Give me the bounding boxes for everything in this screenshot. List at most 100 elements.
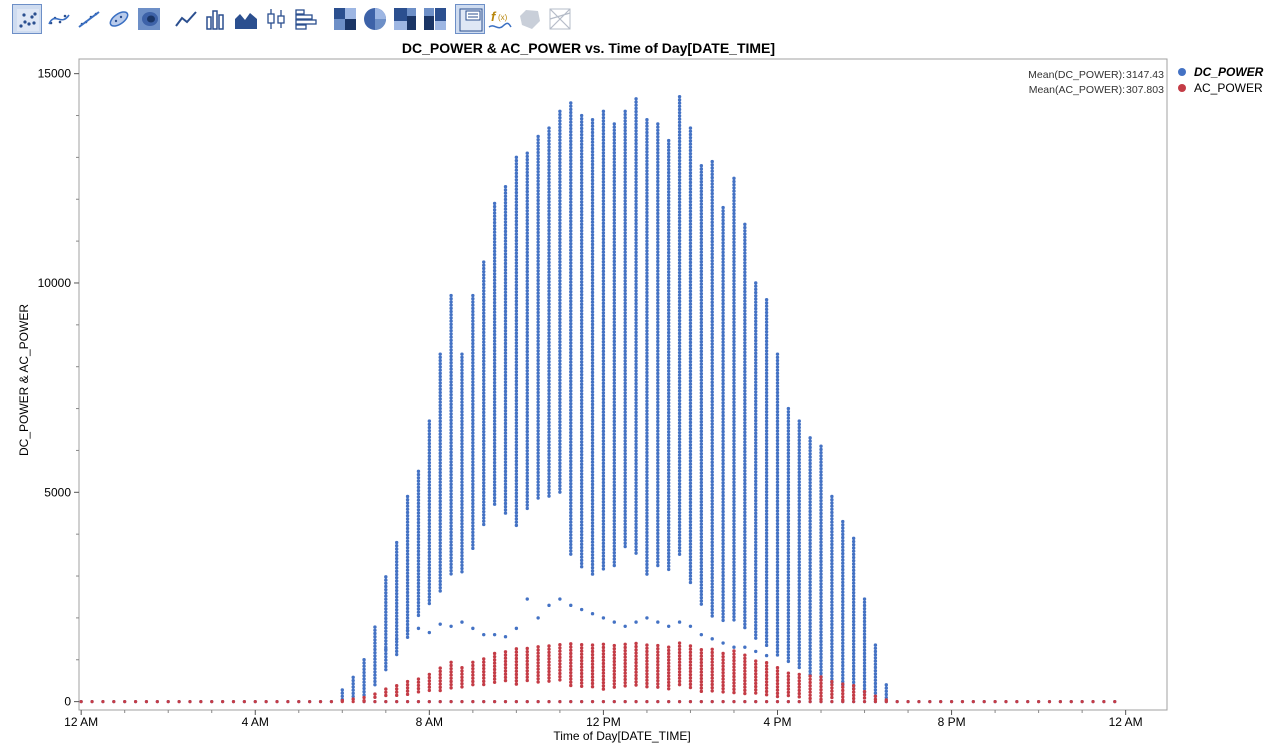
dc-power-point[interactable] — [591, 476, 594, 479]
dc-power-point[interactable] — [482, 302, 485, 305]
dc-power-point[interactable] — [732, 324, 735, 327]
dc-power-point[interactable] — [613, 551, 616, 554]
dc-power-point[interactable] — [591, 432, 594, 435]
dc-power-point[interactable] — [504, 207, 507, 210]
dc-power-point[interactable] — [732, 193, 735, 196]
dc-power-point[interactable] — [526, 235, 529, 238]
dc-power-point[interactable] — [634, 436, 637, 439]
dc-power-point[interactable] — [765, 452, 768, 455]
dc-power-point[interactable] — [645, 256, 648, 259]
dc-power-point[interactable] — [536, 151, 539, 154]
dc-power-point[interactable] — [515, 178, 518, 181]
dc-power-point[interactable] — [852, 610, 855, 613]
dc-power-point[interactable] — [667, 344, 670, 347]
ac-power-point[interactable] — [754, 700, 757, 703]
dc-power-point[interactable] — [460, 474, 463, 477]
dc-power-point[interactable] — [798, 538, 801, 541]
dc-power-point[interactable] — [384, 655, 387, 658]
dc-power-point[interactable] — [417, 569, 420, 572]
dc-power-point[interactable] — [623, 535, 626, 538]
dc-power-point[interactable] — [656, 125, 659, 128]
dc-power-point[interactable] — [743, 603, 746, 606]
dc-power-point[interactable] — [689, 398, 692, 401]
dc-power-point[interactable] — [787, 583, 790, 586]
dc-power-point[interactable] — [558, 244, 561, 247]
dc-power-point[interactable] — [449, 537, 452, 540]
dc-power-point[interactable] — [678, 473, 681, 476]
dc-power-point[interactable] — [547, 248, 550, 251]
dc-power-point[interactable] — [536, 452, 539, 455]
dc-power-point[interactable] — [613, 282, 616, 285]
dc-power-point[interactable] — [732, 529, 735, 532]
dc-power-point[interactable] — [623, 417, 626, 420]
dc-power-point[interactable] — [580, 546, 583, 549]
dc-power-point[interactable] — [613, 458, 616, 461]
dc-power-point[interactable] — [721, 478, 724, 481]
dc-power-point[interactable] — [711, 569, 714, 572]
dc-power-point[interactable] — [645, 227, 648, 230]
dc-power-point[interactable] — [645, 502, 648, 505]
dc-power-point[interactable] — [471, 316, 474, 319]
dc-power-point[interactable] — [602, 513, 605, 516]
dc-power-point[interactable] — [580, 370, 583, 373]
dc-power-point[interactable] — [526, 295, 529, 298]
dc-power-point[interactable] — [711, 592, 714, 595]
dc-power-point[interactable] — [536, 295, 539, 298]
dc-power-point[interactable] — [504, 351, 507, 354]
dc-power-point[interactable] — [711, 477, 714, 480]
dc-power-point[interactable] — [439, 528, 442, 531]
dc-power-point[interactable] — [493, 432, 496, 435]
dc-power-point[interactable] — [602, 222, 605, 225]
dc-power-point[interactable] — [852, 559, 855, 562]
dc-power-point[interactable] — [732, 263, 735, 266]
dc-power-point[interactable] — [493, 464, 496, 467]
dc-power-point[interactable] — [558, 318, 561, 321]
dc-power-point[interactable] — [623, 362, 626, 365]
dc-power-point[interactable] — [428, 419, 431, 422]
dc-power-point[interactable] — [623, 526, 626, 529]
dc-power-point[interactable] — [428, 522, 431, 525]
dc-power-point[interactable] — [700, 394, 703, 397]
dc-power-point[interactable] — [754, 313, 757, 316]
dc-power-point[interactable] — [613, 516, 616, 519]
dc-power-point[interactable] — [765, 458, 768, 461]
dc-power-point[interactable] — [798, 461, 801, 464]
dc-power-point[interactable] — [852, 655, 855, 658]
dc-power-point[interactable] — [547, 488, 550, 491]
dc-power-point[interactable] — [711, 176, 714, 179]
dc-power-point[interactable] — [558, 193, 561, 196]
dc-power-point[interactable] — [634, 158, 637, 161]
dc-power-point[interactable] — [711, 368, 714, 371]
dc-power-point[interactable] — [569, 495, 572, 498]
dc-power-point[interactable] — [743, 443, 746, 446]
dc-power-point[interactable] — [526, 244, 529, 247]
dc-power-point[interactable] — [536, 234, 539, 237]
dc-power-point[interactable] — [667, 337, 670, 340]
dc-power-point[interactable] — [776, 653, 779, 656]
dc-power-point[interactable] — [526, 343, 529, 346]
dc-power-point[interactable] — [515, 482, 518, 485]
dc-power-point[interactable] — [428, 448, 431, 451]
dc-power-point[interactable] — [613, 257, 616, 260]
dc-power-point[interactable] — [526, 449, 529, 452]
dc-power-point[interactable] — [689, 264, 692, 267]
dc-power-point[interactable] — [808, 494, 811, 497]
dc-power-point[interactable] — [743, 466, 746, 469]
dc-power-point[interactable] — [743, 242, 746, 245]
dc-power-point[interactable] — [754, 572, 757, 575]
dc-power-point[interactable] — [700, 369, 703, 372]
dc-power-point[interactable] — [808, 638, 811, 641]
dc-power-point[interactable] — [569, 207, 572, 210]
dc-power-point[interactable] — [787, 548, 790, 551]
dc-power-point[interactable] — [765, 480, 768, 483]
dc-power-point[interactable] — [613, 474, 616, 477]
dc-power-point[interactable] — [428, 461, 431, 464]
dc-power-point[interactable] — [732, 522, 735, 525]
dc-power-point[interactable] — [602, 414, 605, 417]
dc-power-point[interactable] — [504, 233, 507, 236]
dc-power-point[interactable] — [678, 146, 681, 149]
dc-power-point[interactable] — [493, 298, 496, 301]
dc-power-point[interactable] — [667, 241, 670, 244]
dc-power-point[interactable] — [526, 433, 529, 436]
ac-power-point[interactable] — [1048, 700, 1051, 703]
